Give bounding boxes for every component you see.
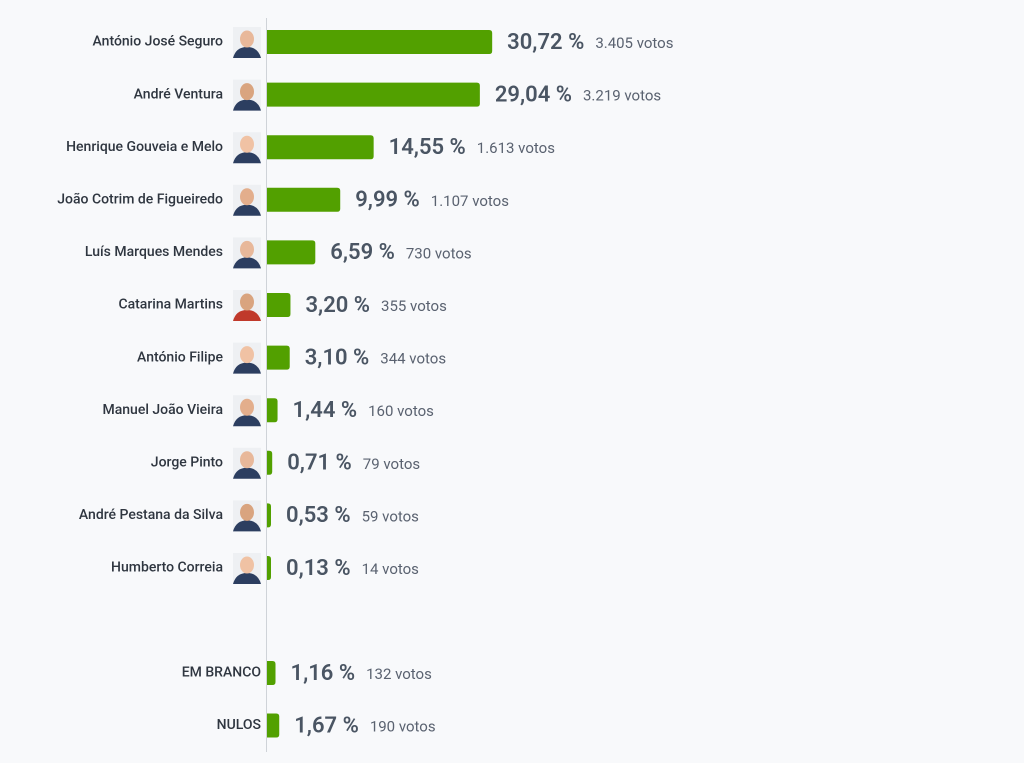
- value-label: 14,55 %: [389, 135, 466, 160]
- avatar-body: [233, 257, 261, 269]
- avatar-body: [233, 310, 261, 321]
- avatar-body: [233, 573, 261, 584]
- vote-label: 132 votos: [366, 665, 432, 683]
- avatar: [233, 553, 261, 584]
- avatar: [233, 132, 261, 164]
- value-label: 29,04 %: [495, 82, 572, 107]
- category-label: Catarina Martins: [118, 297, 223, 313]
- category-label: André Pestana da Silva: [79, 507, 223, 523]
- value-label: 30,72 %: [507, 30, 584, 55]
- value-label: 1,44 %: [293, 398, 358, 423]
- bar: [267, 240, 316, 265]
- avatar: [233, 237, 261, 269]
- bar: [267, 30, 493, 54]
- avatar-body: [233, 47, 261, 58]
- avatar-head: [240, 346, 254, 364]
- vote-label: 190 votos: [370, 717, 436, 735]
- value-label: 3,20 %: [305, 293, 370, 318]
- avatar-body: [233, 99, 261, 111]
- avatar-head: [240, 135, 254, 153]
- avatar-body: [233, 362, 261, 374]
- avatar-body: [233, 467, 261, 479]
- vote-label: 14 votos: [362, 560, 419, 578]
- bar: [267, 503, 271, 528]
- vote-label: 3.405 votos: [595, 34, 673, 52]
- category-label: NULOS: [217, 717, 261, 733]
- bar: [267, 187, 341, 212]
- category-label: André Ventura: [134, 86, 223, 102]
- vote-label: 3.219 votos: [583, 87, 661, 105]
- value-label: 0,71 %: [287, 451, 352, 476]
- bar: [267, 293, 291, 317]
- avatar-head: [240, 240, 254, 258]
- value-label: 1,16 %: [291, 661, 356, 686]
- avatar: [233, 290, 261, 321]
- vote-label: 1.107 votos: [431, 192, 509, 210]
- bar: [267, 135, 374, 160]
- vote-label: 344 votos: [380, 350, 446, 368]
- avatar: [233, 447, 261, 479]
- category-label: Jorge Pinto: [151, 455, 223, 471]
- bar: [267, 398, 278, 423]
- avatar-body: [233, 204, 261, 216]
- value-label: 0,53 %: [286, 503, 351, 528]
- value-label: 3,10 %: [305, 345, 370, 370]
- value-label: 0,13 %: [286, 556, 351, 581]
- bar: [267, 82, 480, 107]
- category-label: António José Seguro: [92, 34, 223, 50]
- category-label: Humberto Correia: [111, 560, 223, 576]
- avatar: [233, 184, 261, 216]
- category-label: EM BRANCO: [182, 665, 261, 681]
- category-label: João Cotrim de Figueiredo: [57, 192, 223, 208]
- vote-label: 160 votos: [368, 402, 434, 420]
- vote-label: 1.613 votos: [477, 139, 555, 157]
- bar: [267, 450, 273, 475]
- avatar-head: [240, 398, 254, 416]
- avatar: [233, 27, 261, 58]
- category-label: Luís Marques Mendes: [85, 244, 223, 260]
- avatar-head: [240, 503, 254, 521]
- value-label: 1,67 %: [294, 713, 359, 738]
- avatar-head: [240, 293, 254, 311]
- avatar: [233, 500, 261, 532]
- category-label: Henrique Gouveia e Melo: [66, 139, 223, 155]
- bar: [267, 556, 271, 580]
- avatar-body: [233, 520, 261, 532]
- avatar-head: [240, 83, 254, 101]
- bar: [267, 345, 290, 370]
- category-label: Manuel João Vieira: [102, 402, 223, 418]
- avatar: [233, 395, 261, 427]
- vote-label: 730 votos: [406, 244, 472, 262]
- avatar-head: [240, 30, 254, 48]
- avatar-body: [233, 152, 261, 164]
- bar: [267, 713, 280, 738]
- value-label: 9,99 %: [355, 188, 420, 213]
- value-label: 6,59 %: [330, 240, 395, 265]
- vote-label: 59 votos: [362, 507, 419, 525]
- vote-label: 79 votos: [363, 455, 420, 473]
- avatar: [233, 79, 261, 111]
- avatar-head: [240, 188, 254, 206]
- category-label: António Filipe: [137, 349, 223, 365]
- avatar-head: [240, 451, 254, 469]
- vote-label: 355 votos: [381, 297, 447, 315]
- avatar-body: [233, 415, 261, 427]
- avatar-head: [240, 556, 254, 574]
- avatar: [233, 342, 261, 374]
- bar: [267, 661, 276, 685]
